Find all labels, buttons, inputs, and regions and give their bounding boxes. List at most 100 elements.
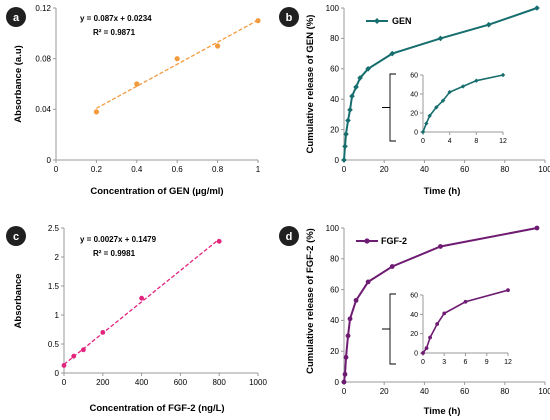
panel-b-inset-y-tick-label: 40 <box>410 91 418 98</box>
release-line-d <box>343 227 538 383</box>
x-axis-label-a: Concentration of GEN (µg/ml) <box>90 186 223 197</box>
panel-d-inset-x-tick-label: 9 <box>485 359 489 366</box>
panel-b-y-tick-label: 80 <box>330 34 339 43</box>
panel-a-x-tick-label: 1 <box>256 165 261 174</box>
panel-a-axes: 0 0.2 0.4 0.6 0.8 1 0 0.04 0.08 0.12 <box>35 4 260 174</box>
data-point-a <box>255 18 261 24</box>
data-point-a <box>215 43 221 49</box>
legend-swatch-marker-d <box>364 238 370 244</box>
panel-c-y-tick-label: 1 <box>55 311 60 320</box>
panel-c-x-tick-label: 200 <box>96 378 110 387</box>
panel-b-inset-x-tick-label: 0 <box>421 138 425 145</box>
panel-badge-a: a <box>6 7 26 27</box>
panel-d-inset-x-tick-label: 12 <box>504 359 512 366</box>
panel-b-x-tick-label: 20 <box>380 165 389 174</box>
panel-d-y-tick-label: 100 <box>326 224 340 233</box>
data-point-a <box>93 109 99 115</box>
inset-line-b <box>422 74 504 133</box>
panel-b-inset-x-tick-label: 12 <box>499 138 507 145</box>
data-point-c <box>216 238 222 244</box>
panel-letter-b: b <box>286 12 293 24</box>
x-axis-label-b: Time (h) <box>424 186 461 197</box>
inset-point-b <box>447 89 452 95</box>
panel-b-x-tick-label: 80 <box>500 165 509 174</box>
data-point-b <box>345 117 351 124</box>
panel-b-y-tick-label: 40 <box>330 95 339 104</box>
inset-point-d <box>421 351 425 355</box>
data-point-d <box>345 333 351 339</box>
data-point-b <box>357 75 363 81</box>
bracket-d <box>382 293 396 365</box>
panel-letter-a: a <box>13 12 20 24</box>
panel-c-y-tick-label: 0.5 <box>48 340 60 349</box>
panel-c-y-tick-label: 0 <box>55 369 60 378</box>
data-point-a <box>134 81 140 87</box>
panel-b-x-tick-label: 0 <box>342 165 347 174</box>
panel-c-x-tick-label: 1000 <box>249 378 267 387</box>
equation-c: y = 0.0027x + 0.1479 <box>80 235 157 244</box>
panel-d-inset-x-tick-label: 6 <box>464 359 468 366</box>
panel-a-y-tick-label: 0.08 <box>35 54 51 63</box>
inset-line-d <box>422 289 509 354</box>
data-point-d <box>343 354 349 360</box>
trendline-a <box>96 19 259 109</box>
panel-b-inset-x-tick-label: 4 <box>448 138 452 145</box>
data-point-c <box>139 295 145 301</box>
inset-point-b <box>424 121 429 126</box>
inset-point-d <box>506 288 510 293</box>
x-axis-label-c: Concentration of FGF-2 (ng/L) <box>89 403 224 414</box>
panel-a-x-tick-label: 0.4 <box>131 165 143 174</box>
data-point-d <box>341 379 347 385</box>
panel-d-x-tick-label: 60 <box>460 387 469 396</box>
data-point-a <box>174 56 180 62</box>
r-squared-c: R² = 0.9981 <box>93 249 136 258</box>
trendline-c <box>63 238 220 365</box>
panel-badge-c: c <box>6 226 26 246</box>
panel-d-y-tick-label: 40 <box>330 316 339 325</box>
panel-d-x-tick-label: 40 <box>420 387 429 396</box>
panel-d-y-tick-label: 0 <box>335 378 340 387</box>
plot-layer: 0 0.2 0.4 0.6 0.8 100.040.080.120 200 400 600 800… <box>35 4 550 396</box>
data-point-c <box>61 363 67 368</box>
data-point-c <box>81 347 86 353</box>
panel-d-inset-y-tick-label: 0 <box>414 350 418 357</box>
panel-d-x-tick-label: 20 <box>380 387 389 396</box>
data-point-b <box>534 5 540 11</box>
panel-d-inset-y-tick-label: 60 <box>410 292 418 299</box>
panel-d-y-tick-label: 20 <box>330 347 339 356</box>
bracket-b <box>382 73 396 142</box>
panel-badge-d: d <box>279 226 299 246</box>
panel-b-x-tick-label: 60 <box>460 165 469 174</box>
panel-d-axes: 0 20 40 60 80 100 0 20 40 60 80 100 0 3 6 9 12 0 20 40 60 <box>326 224 550 396</box>
panel-d-y-tick-label: 80 <box>330 255 339 264</box>
panel-a-x-tick-label: 0 <box>54 165 59 174</box>
release-line-b <box>343 7 538 161</box>
legend-label-b: GEN <box>392 16 412 26</box>
panel-b-x-tick-label: 100 <box>538 165 550 174</box>
panel-c-axes: 0 200 400 600 800 1000 0 0.5 1 1.5 2 2.5 <box>48 224 268 387</box>
panel-c-x-tick-label: 800 <box>213 378 227 387</box>
panel-c-y-tick-label: 2 <box>55 253 60 262</box>
panel-b-y-tick-label: 0 <box>335 156 340 165</box>
y-axis-label-d: Cumulative release of FGF-2 (%) <box>305 228 316 374</box>
panel-a-x-tick-label: 0.2 <box>91 165 103 174</box>
data-point-d <box>438 244 443 249</box>
data-point-d <box>534 225 540 231</box>
panel-b-inset-y-tick-label: 60 <box>410 72 418 79</box>
panel-letter-c: c <box>13 231 19 243</box>
panel-b-inset-x-tick-label: 8 <box>474 138 478 145</box>
inset-point-b <box>427 113 432 119</box>
inset-point-b <box>460 84 466 89</box>
data-point-c <box>100 330 106 335</box>
data-point-d <box>347 316 353 322</box>
panel-d-x-tick-label: 100 <box>538 387 550 396</box>
data-point-b <box>342 143 348 150</box>
panel-a-y-tick-label: 0.04 <box>35 105 51 114</box>
panel-a-x-tick-label: 0.8 <box>212 165 224 174</box>
equation-a: y = 0.087x + 0.0234 <box>80 14 152 23</box>
panel-letter-d: d <box>286 231 293 243</box>
panel-c-x-tick-label: 400 <box>135 378 149 387</box>
panel-b-y-tick-label: 20 <box>330 125 339 134</box>
x-axis-label-d: Time (h) <box>424 406 461 417</box>
y-axis-label-c: Absorbance <box>13 274 24 329</box>
